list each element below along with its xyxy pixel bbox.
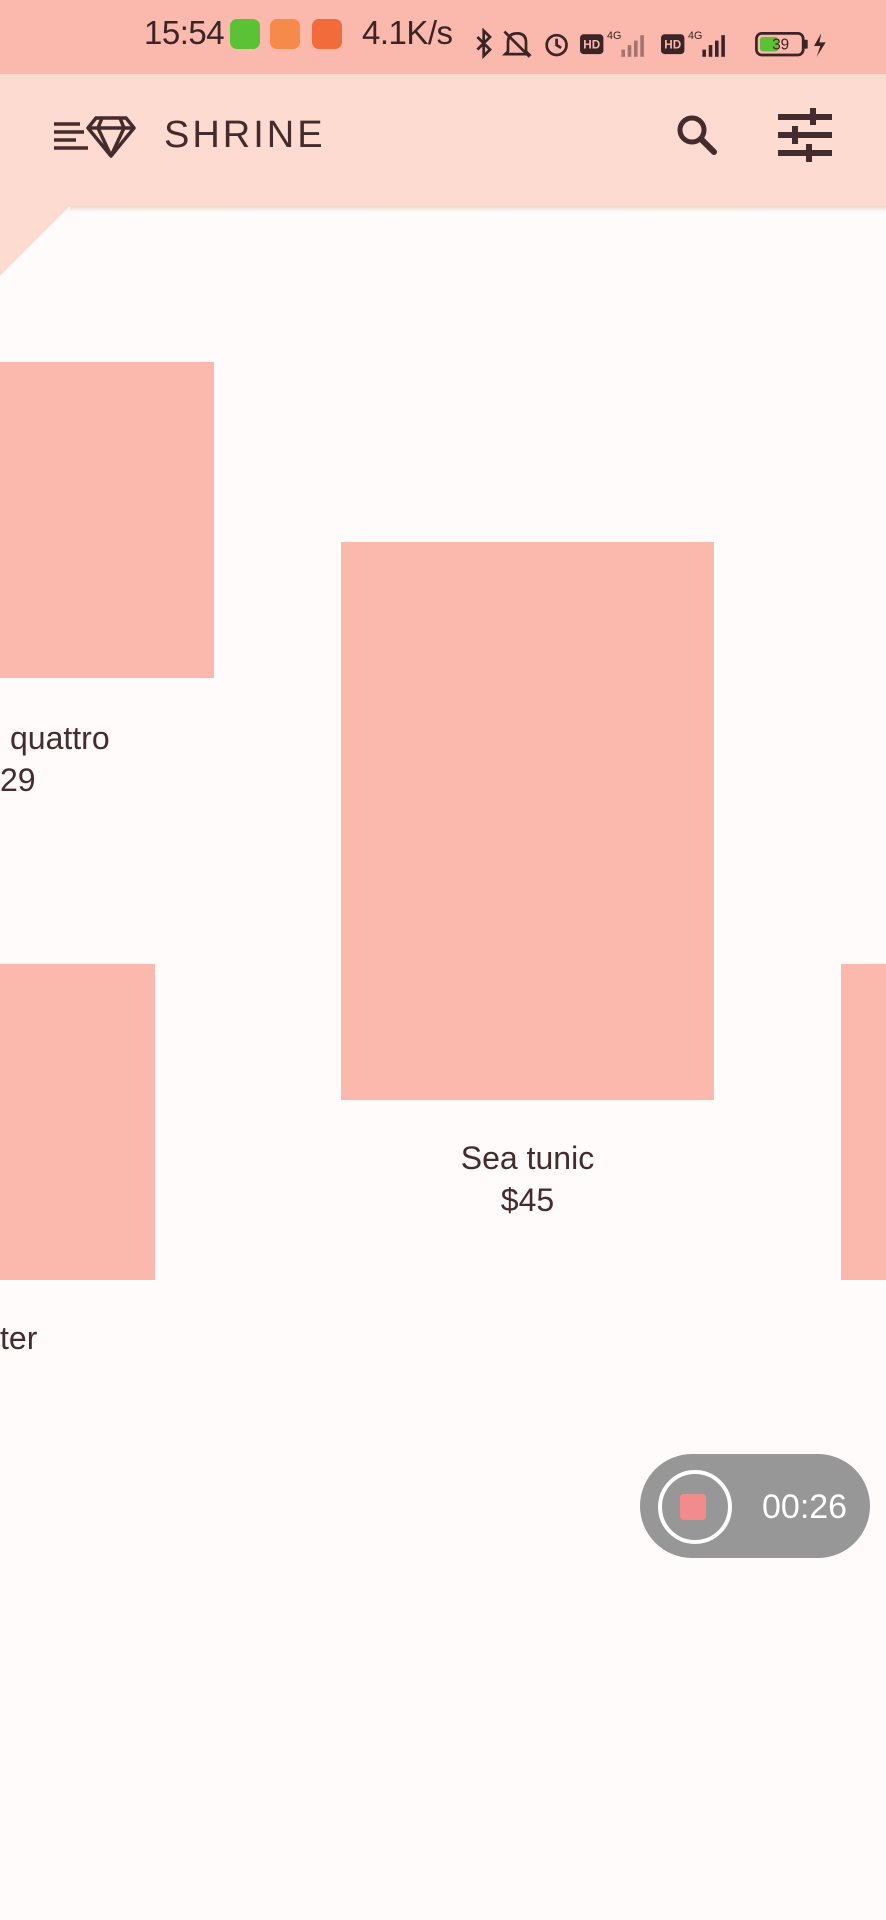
signal-4g-icon: 4G	[688, 30, 725, 57]
product-image	[0, 362, 214, 678]
product-image	[341, 542, 714, 1100]
hd-icon: HD	[661, 34, 685, 55]
record-stop-button[interactable]	[658, 1470, 732, 1544]
screen-recorder[interactable]: 00:26	[640, 1454, 870, 1558]
svg-text:HD: HD	[664, 39, 681, 52]
bluetooth-icon	[476, 28, 492, 60]
app-bar-shadow	[70, 206, 886, 212]
product-price: 29	[0, 762, 36, 798]
charging-icon	[814, 33, 826, 57]
tune-icon	[778, 108, 832, 162]
product-name: Sea tunic	[460, 1140, 595, 1176]
app-bar-cut-corner	[0, 206, 70, 276]
app-title: SHRINE	[164, 114, 326, 156]
stop-icon	[680, 1494, 706, 1520]
app-orange-icon	[270, 19, 300, 49]
search-button[interactable]	[672, 110, 722, 160]
product-price: $45	[500, 1182, 555, 1218]
hd-icon: HD	[580, 34, 604, 55]
signal-4g-icon: 4G	[607, 30, 644, 57]
network-speed: 4.1K/s	[362, 14, 453, 51]
status-time: 15:54	[144, 14, 225, 51]
app-bar	[0, 74, 886, 206]
product-name: ter	[0, 1320, 38, 1356]
product-image	[0, 964, 155, 1280]
mute-bell-icon	[502, 30, 532, 58]
filter-button[interactable]	[776, 106, 834, 164]
app-green-icon	[230, 19, 260, 49]
status-icons: HD 4G HD 4G 39	[476, 28, 826, 60]
alarm-icon	[545, 33, 568, 57]
product-image	[841, 964, 886, 1280]
status-bar: 15:54 4.1K/s HD 4G HD	[0, 0, 886, 74]
recording-timer: 00:26	[762, 1488, 848, 1526]
product-name: quattro	[10, 720, 110, 756]
search-icon	[677, 115, 717, 155]
svg-text:HD: HD	[583, 39, 600, 52]
menu-diamond-icon	[54, 116, 136, 158]
svg-text:39: 39	[772, 37, 789, 54]
battery-icon: 39	[755, 32, 808, 57]
menu-button[interactable]	[50, 110, 136, 160]
video-app-icon	[312, 19, 342, 49]
svg-text:4G: 4G	[688, 30, 702, 42]
svg-text:4G: 4G	[607, 30, 621, 42]
